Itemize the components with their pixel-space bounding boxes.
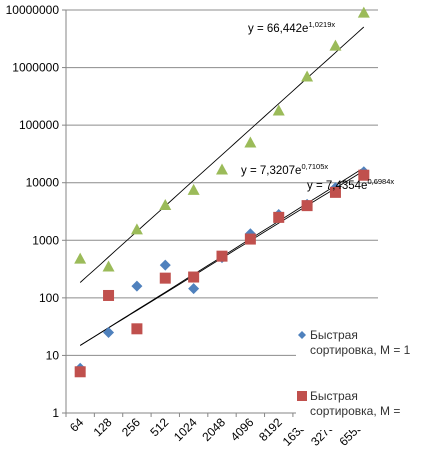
data-points: [74, 6, 370, 378]
legend-marker-square: [297, 391, 307, 401]
data-point-square: [329, 186, 341, 198]
data-point-square: [244, 233, 256, 245]
y-tick-label: 10: [46, 348, 60, 362]
data-point-triangle: [187, 183, 200, 195]
data-point-triangle: [130, 223, 143, 235]
data-point-triangle: [102, 260, 115, 272]
data-point-diamond: [188, 283, 200, 295]
data-point-square: [74, 366, 86, 378]
legend: Быстрая сортировка, M = 1 Быстрая сортир…: [296, 320, 426, 430]
data-point-diamond: [103, 327, 115, 339]
legend-label-series2-line1: Быстрая: [310, 389, 358, 403]
data-point-square: [188, 271, 200, 283]
y-axis-ticks: 1 10 100 1000 10000 100000 1000000 10000000: [6, 3, 66, 420]
data-point-triangle: [272, 104, 285, 116]
trendline-equation-exponent: 0,7105x: [301, 162, 328, 171]
data-point-triangle: [244, 136, 257, 148]
x-tick-label: 1024: [171, 415, 200, 444]
x-tick-label: 256: [119, 415, 143, 439]
y-tick-label: 1000000: [12, 61, 59, 75]
legend-label-series1-line1: Быстрая: [310, 328, 358, 342]
trendline-equation-exponent: 1,0219x: [308, 20, 335, 29]
data-point-triangle: [159, 199, 172, 211]
legend-marker-diamond: [298, 331, 306, 339]
trendline: [79, 26, 365, 283]
legend-label-series2-line2: сортировка, M =: [310, 404, 400, 418]
data-point-square: [216, 250, 228, 262]
x-tick-label: 128: [91, 415, 115, 439]
y-tick-label: 10000: [26, 176, 60, 190]
x-tick-label: 4096: [228, 415, 257, 444]
y-tick-label: 100: [39, 291, 59, 305]
trendline-equation-exponent: 0,6984x: [367, 177, 394, 186]
data-point-triangle: [329, 39, 342, 51]
legend-label-series1-line2: сортировка, M = 1: [310, 343, 411, 357]
x-tick-label: 512: [147, 415, 171, 439]
gridlines: [65, 9, 378, 414]
data-point-triangle: [216, 163, 228, 175]
y-tick-label: 10000000: [6, 3, 60, 17]
y-tick-label: 1000: [32, 233, 59, 247]
data-point-square: [131, 323, 143, 335]
y-tick-label: 100000: [19, 118, 59, 132]
x-tick-label: 64: [67, 415, 87, 435]
data-point-square: [103, 289, 115, 301]
data-point-diamond: [131, 280, 143, 292]
data-point-square: [273, 211, 285, 223]
data-point-square: [159, 272, 171, 284]
data-point-square: [358, 169, 370, 181]
data-point-diamond: [159, 259, 171, 271]
y-tick-label: 1: [52, 406, 59, 420]
x-tick-label: 2048: [199, 415, 228, 444]
data-point-triangle: [301, 70, 314, 82]
trendline-equation: y = 7,4354e0,6984x: [307, 177, 394, 192]
data-point-square: [301, 200, 313, 212]
legend-background: [296, 320, 426, 430]
data-point-triangle: [74, 252, 87, 264]
data-point-triangle: [357, 6, 370, 18]
